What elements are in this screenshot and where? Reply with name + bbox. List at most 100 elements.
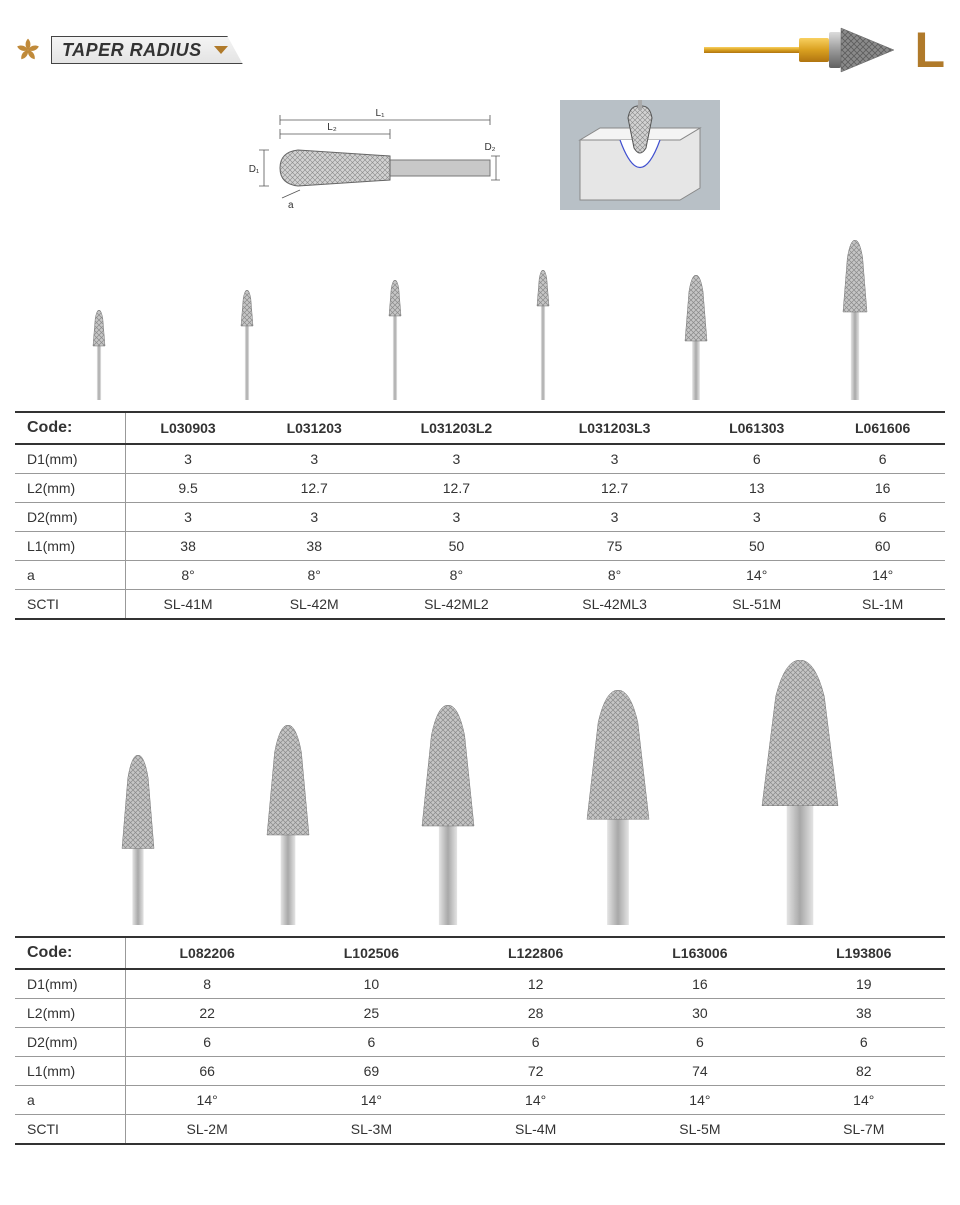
cell: 8° [377,561,535,590]
cell: 16 [820,474,945,503]
cell: 6 [820,444,945,474]
cell: 8° [251,561,377,590]
row-header: D1(mm) [15,969,125,999]
code-row: Code:L030903L031203L031203L2L031203L3L06… [15,412,945,444]
cell: 6 [618,1028,782,1057]
cell: 82 [782,1057,945,1086]
product-image [89,310,109,405]
cell: L122806 [454,937,618,969]
cell: SL-4M [454,1115,618,1145]
spec-row: SCTISL-2MSL-3MSL-4MSL-5MSL-7M [15,1115,945,1145]
spec-row: D1(mm)810121619 [15,969,945,999]
cell: 16 [618,969,782,999]
cell: SL-42ML2 [377,590,535,620]
usage-diagram [560,100,720,210]
cell: 12.7 [251,474,377,503]
cell: 6 [289,1028,453,1057]
row-header: D2(mm) [15,1028,125,1057]
row-header: L2(mm) [15,474,125,503]
cell: L031203L3 [535,412,693,444]
cell: SL-42M [251,590,377,620]
cell: 8 [125,969,289,999]
cell: 69 [289,1057,453,1086]
cell: 38 [782,999,945,1028]
cell: 6 [820,503,945,532]
spec-row: D2(mm)66666 [15,1028,945,1057]
row-header: D1(mm) [15,444,125,474]
cell: 6 [782,1028,945,1057]
row-header: Code: [15,412,125,444]
cell: 12.7 [535,474,693,503]
cell: 3 [694,503,820,532]
page-header: TAPER RADIUS L [15,20,945,80]
cell: 13 [694,474,820,503]
row-header: Code: [15,937,125,969]
spec-row: L1(mm)6669727482 [15,1057,945,1086]
cell: 8° [535,561,693,590]
spec-row: L2(mm)9.512.712.712.71316 [15,474,945,503]
cell: SL-2M [125,1115,289,1145]
product-row-2 [15,660,945,930]
code-row: Code:L082206L102506L122806L163006L193806 [15,937,945,969]
spec-table-2: Code:L082206L102506L122806L163006L193806… [15,936,945,1145]
spec-row: a14°14°14°14°14° [15,1086,945,1115]
cell: L082206 [125,937,289,969]
spec-row: D2(mm)333336 [15,503,945,532]
flower-icon [15,37,41,63]
cell: L031203 [251,412,377,444]
cell: 30 [618,999,782,1028]
cell: L102506 [289,937,453,969]
dim-L1: L₁ [376,108,386,119]
cell: 3 [535,444,693,474]
cell: 3 [125,444,251,474]
cell: 12.7 [377,474,535,503]
row-header: D2(mm) [15,503,125,532]
type-letter: L [914,21,945,79]
cell: 19 [782,969,945,999]
cell: L193806 [782,937,945,969]
product-image [839,240,871,405]
cell: SL-42ML3 [535,590,693,620]
dimension-diagram: L₁ L₂ D₁ D₂ a [240,100,500,210]
cell: 14° [820,561,945,590]
cell: 3 [377,503,535,532]
cell: 28 [454,999,618,1028]
cell: 6 [125,1028,289,1057]
product-hero-icon [704,20,904,80]
spec-row: a8°8°8°8°14°14° [15,561,945,590]
cell: 50 [694,532,820,561]
product-image [237,290,257,405]
dim-a: a [288,200,294,210]
dim-D1: D₁ [249,164,260,175]
row-header: L1(mm) [15,1057,125,1086]
cell: 38 [251,532,377,561]
cell: L031203L2 [377,412,535,444]
row-header: a [15,561,125,590]
cell: SL-3M [289,1115,453,1145]
cell: 66 [125,1057,289,1086]
header-left: TAPER RADIUS [15,36,243,64]
product-row-1 [15,240,945,405]
cell: 74 [618,1057,782,1086]
product-image [385,280,405,405]
cell: 14° [454,1086,618,1115]
cell: 38 [125,532,251,561]
cell: 22 [125,999,289,1028]
cell: SL-7M [782,1115,945,1145]
title-badge: TAPER RADIUS [51,36,243,64]
cell: 6 [454,1028,618,1057]
cell: 60 [820,532,945,561]
row-header: L1(mm) [15,532,125,561]
product-image [418,705,478,930]
cell: L163006 [618,937,782,969]
cell: SL-41M [125,590,251,620]
product-image [263,725,313,930]
row-header: a [15,1086,125,1115]
cell: 3 [125,503,251,532]
cell: 25 [289,999,453,1028]
cell: 75 [535,532,693,561]
cell: 3 [535,503,693,532]
row-header: SCTI [15,590,125,620]
dim-L2: L₂ [327,122,337,133]
product-image [583,690,653,930]
